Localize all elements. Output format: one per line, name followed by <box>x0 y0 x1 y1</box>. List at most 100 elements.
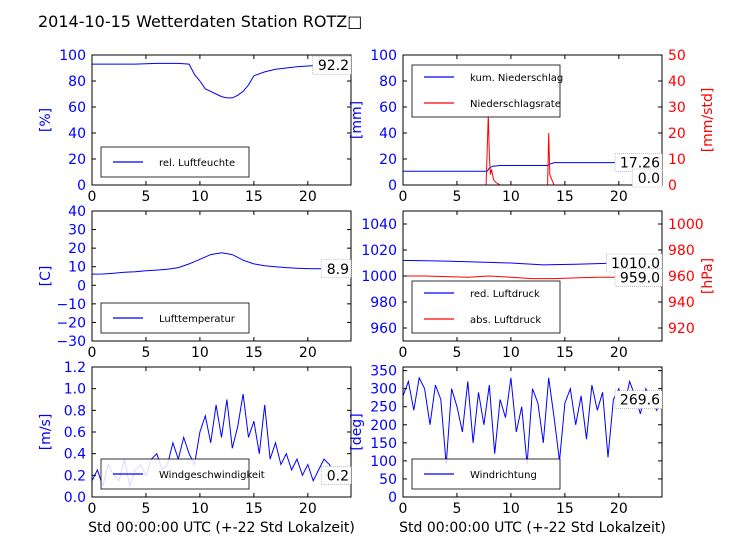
y-tick-label: 100 <box>370 48 397 64</box>
last-value-label-box <box>320 466 352 485</box>
legend-label: abs. Luftdruck <box>470 315 541 326</box>
y-tick-label: 0.8 <box>64 403 86 419</box>
y-tick-label: 40 <box>68 204 86 220</box>
x-tick-label: 0 <box>399 501 408 517</box>
last-value-label-box <box>614 390 663 409</box>
y2-tick-label: 20 <box>668 126 686 142</box>
x-tick-label: 15 <box>245 501 263 517</box>
y2-tick-label: 940 <box>668 295 695 311</box>
x-tick-label: 15 <box>245 189 263 205</box>
x-tick-label: 5 <box>141 189 150 205</box>
y-tick-label: 0.0 <box>64 490 86 506</box>
y-tick-label: 200 <box>370 418 397 434</box>
y-tick-label: 20 <box>68 241 86 257</box>
figure-title: 2014-10-15 Wetterdaten Station ROTZ□ <box>38 12 362 31</box>
y-tick-label: 60 <box>68 100 86 116</box>
x-tick-label: 5 <box>141 345 150 361</box>
last-value-label: 17.26 <box>620 156 660 172</box>
y-axis-label: [deg] <box>349 413 365 450</box>
x-axis-label: Std 00:00:00 UTC (+-22 Std Lokalzeit) <box>88 520 355 536</box>
last-value-label: 0.2 <box>327 468 349 484</box>
legend-label: Lufttemperatur <box>159 314 236 325</box>
y-tick-label: 10 <box>68 260 86 276</box>
series-line-kum-niederschlag <box>403 162 662 172</box>
y-tick-label: 0 <box>388 490 397 506</box>
y2-tick-label: 0 <box>668 178 677 194</box>
x-tick-label: 10 <box>191 345 209 361</box>
legend-label: Windgeschwindigkeit <box>159 470 265 481</box>
y-tick-label: −30 <box>56 334 86 350</box>
y-tick-label: 50 <box>379 472 397 488</box>
chart-pressure: 0 5 10 15 20 960 980 1000 1020 1040 920 940 960 980 10… <box>361 210 716 361</box>
y-tick-label: 0 <box>388 178 397 194</box>
x-tick-label: 15 <box>245 345 263 361</box>
x-tick-label: 5 <box>452 501 461 517</box>
legend-label: Niederschlagsrate <box>470 99 561 110</box>
y-tick-label: 0 <box>77 178 86 194</box>
y-tick-label: 40 <box>379 126 397 142</box>
x-axis-label: Std 00:00:00 UTC (+-22 Std Lokalzeit) <box>399 520 666 536</box>
y-tick-label: 80 <box>379 74 397 90</box>
series-line-lufttemperatur <box>91 252 351 275</box>
x-tick-label: 10 <box>502 501 520 517</box>
y-tick-label: 100 <box>370 454 397 470</box>
last-value-label-box <box>606 253 663 273</box>
x-tick-label: 0 <box>88 501 97 517</box>
last-value-label-2-box <box>631 168 663 188</box>
y-tick-label: 20 <box>379 152 397 168</box>
y2-axis-label: [hPa] <box>700 258 716 294</box>
x-tick-label: 5 <box>452 189 461 205</box>
x-tick-label: 0 <box>88 189 97 205</box>
x-tick-label: 20 <box>299 189 317 205</box>
y-tick-label: 0.2 <box>64 468 86 484</box>
y2-tick-label: 30 <box>668 100 686 116</box>
legend-label: red. Luftdruck <box>470 289 540 300</box>
last-value-label-2-box <box>614 267 663 287</box>
axes-frame <box>402 54 663 186</box>
x-tick-label: 0 <box>399 189 408 205</box>
y-axis-label: [%] <box>38 108 54 132</box>
y-tick-label: 80 <box>68 74 86 90</box>
legend-box <box>411 280 561 334</box>
last-value-label: 269.6 <box>620 393 660 409</box>
y-axis-label: [m/s] <box>38 414 54 451</box>
y-tick-label: 60 <box>379 100 397 116</box>
series-line-niederschlagsrate <box>403 114 662 186</box>
axes-frame <box>91 54 352 186</box>
y-tick-label: 100 <box>59 48 86 64</box>
x-tick-label: 20 <box>299 501 317 517</box>
y-tick-label: 1.2 <box>64 360 86 376</box>
last-value-label: 92.2 <box>318 58 349 74</box>
y-tick-label: 0.6 <box>64 425 86 441</box>
y-tick-label: 0.4 <box>64 447 86 463</box>
x-tick-label: 0 <box>88 345 97 361</box>
y2-tick-label: 40 <box>668 74 686 90</box>
legend-label: rel. Luftfeuchte <box>159 158 235 169</box>
x-tick-label: 20 <box>610 189 628 205</box>
x-tick-label: 15 <box>556 345 574 361</box>
x-tick-label: 20 <box>299 345 317 361</box>
x-tick-label: 20 <box>610 345 628 361</box>
chart-precip: 0 5 10 15 20 0 20 40 60 80 100 0 10 20 30 40 50 [mm] [mm/s… <box>349 48 716 205</box>
y-tick-label: 30 <box>68 223 86 239</box>
y-tick-label: 250 <box>370 400 397 416</box>
axes-frame <box>402 366 663 498</box>
y-tick-label: 960 <box>370 321 397 337</box>
y-tick-label: 20 <box>68 152 86 168</box>
chart-windspeed: 0 5 10 15 20 0.0 0.2 0.4 0.6 0.8 1.0 1.2 [m/s] Std 00… <box>38 360 355 536</box>
x-tick-label: 10 <box>502 345 520 361</box>
y-tick-label: 1020 <box>361 243 397 259</box>
y-tick-label: 350 <box>370 364 397 380</box>
last-value-label-2: 959.0 <box>620 270 660 286</box>
x-tick-label: 0 <box>399 345 408 361</box>
chart-humidity: 0 5 10 15 20 0 20 40 60 80 100 [%] rel. Luftfeuchte 9… <box>38 48 352 205</box>
y-axis-label: [mm] <box>349 101 365 139</box>
x-tick-label: 5 <box>141 501 150 517</box>
y-tick-label: 1000 <box>361 269 397 285</box>
y-tick-label: 980 <box>370 295 397 311</box>
x-tick-label: 20 <box>610 501 628 517</box>
legend-label: kum. Niederschlag <box>470 73 563 84</box>
